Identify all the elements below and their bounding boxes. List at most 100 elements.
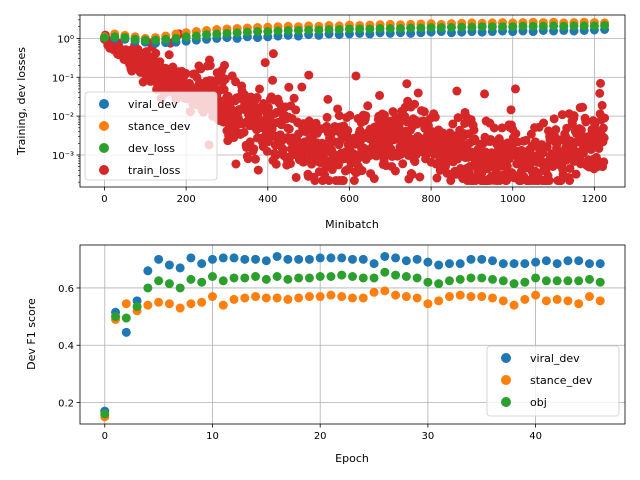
viral-dev-f1-point — [369, 259, 379, 269]
dev-loss-point — [436, 23, 446, 33]
stance-dev-f1-point — [143, 300, 153, 310]
obj-f1-point — [455, 274, 465, 284]
train-loss-point — [205, 61, 215, 71]
stance-dev-f1-point — [283, 294, 293, 304]
obj-f1-point — [283, 274, 293, 284]
train-loss-point — [291, 105, 301, 115]
obj-f1-point — [100, 409, 110, 419]
viral-dev-f1-point — [574, 256, 584, 266]
stance-dev-f1-point — [207, 292, 217, 302]
train-loss-point — [453, 113, 463, 123]
train-loss-point — [231, 159, 241, 169]
train-loss-point — [600, 113, 610, 123]
top-chart-xlabel: Minibatch — [325, 218, 379, 231]
dev-loss-point — [487, 22, 497, 32]
viral-dev-f1-point — [121, 327, 131, 337]
viral-dev-f1-point — [391, 253, 401, 263]
stance-dev-f1-point — [240, 293, 250, 303]
obj-f1-point — [434, 279, 444, 289]
bottom-ytick-label: 0.6 — [58, 284, 74, 295]
train-loss-point — [407, 169, 417, 179]
top-chart-ticks: 0 200 400 600 800 1000 1200 10⁻³ 10⁻² 10⁻¹ 10⁰ — [52, 14, 607, 205]
obj-f1-point — [229, 273, 239, 283]
viral-dev-f1-point — [348, 254, 357, 264]
obj-f1-point — [444, 276, 454, 286]
stance-dev-f1-point — [369, 287, 379, 297]
stance-dev-f1-point — [574, 299, 584, 309]
obj-f1-point — [154, 276, 164, 286]
viral-dev-f1-point — [401, 256, 411, 266]
obj-f1-point — [380, 267, 390, 277]
bottom-ytick-label: 0.4 — [58, 341, 74, 352]
train-loss-point — [324, 176, 334, 186]
legend-label-obj: obj — [530, 396, 547, 409]
top-xtick-label: 1200 — [582, 194, 607, 205]
dev-loss-point — [549, 21, 559, 31]
dev-loss-point — [528, 21, 538, 31]
train-loss-point — [297, 82, 307, 92]
stance-dev-f1-point — [455, 290, 465, 300]
dev-loss-point — [140, 35, 150, 45]
train-loss-point — [578, 102, 588, 112]
train-loss-point — [539, 118, 549, 128]
top-ytick-label: 10⁻² — [52, 112, 74, 123]
train-loss-point — [402, 79, 412, 89]
stance-dev-f1-point — [434, 296, 444, 306]
train-loss-point — [219, 85, 229, 95]
bottom-xtick-label: 40 — [529, 431, 542, 442]
top-chart-legend-box — [84, 91, 218, 181]
stance-dev-f1-point — [595, 296, 605, 306]
train-loss-point — [284, 82, 294, 92]
train-loss-point — [245, 137, 255, 147]
obj-f1-point — [358, 273, 368, 283]
obj-f1-point — [197, 277, 207, 287]
train-loss-point — [469, 125, 479, 135]
stance-dev-f1-point — [488, 293, 498, 303]
stance-dev-f1-point — [541, 296, 551, 306]
obj-f1-point — [251, 272, 261, 281]
dev-loss-point — [181, 32, 191, 42]
train-loss-point — [486, 134, 496, 144]
dev-loss-point — [395, 23, 405, 33]
stance-dev-f1-point — [229, 294, 239, 304]
train-loss-point — [375, 90, 385, 100]
stance-dev-f1-point — [520, 294, 530, 304]
train-loss-point — [581, 117, 591, 127]
obj-f1-point — [294, 273, 304, 283]
stance-dev-f1-point — [423, 299, 433, 309]
bottom-chart: 0 10 20 30 40 0.2 0.4 0.6 Epoch Dev F1 score vi… — [25, 244, 626, 465]
stance-dev-f1-point — [251, 292, 261, 302]
viral-dev-f1-point — [444, 259, 454, 269]
viral-dev-f1-point — [207, 254, 217, 264]
train-loss-point — [413, 88, 423, 98]
legend-marker-stance-dev-2 — [501, 375, 511, 385]
top-xtick-label: 600 — [340, 194, 359, 205]
train-loss-point — [489, 123, 499, 133]
dev-loss-point — [375, 23, 385, 33]
dev-loss-point — [477, 22, 487, 32]
viral-dev-f1-point — [477, 254, 487, 264]
train-loss-point — [361, 111, 371, 121]
train-loss-point — [511, 129, 521, 139]
train-loss-point — [542, 142, 552, 152]
obj-f1-point — [272, 272, 282, 281]
bottom-chart-ticks: 0 10 20 30 40 0.2 0.4 0.6 — [58, 284, 542, 442]
stance-dev-f1-point — [218, 300, 228, 310]
obj-f1-point — [326, 272, 336, 281]
bottom-chart-legend: viral_dev stance_dev obj — [486, 345, 620, 417]
bottom-xtick-label: 0 — [102, 431, 108, 442]
viral-dev-f1-point — [337, 253, 347, 263]
viral-dev-f1-point — [154, 254, 164, 264]
dev-loss-point — [283, 25, 293, 35]
stance-dev-f1-point — [401, 292, 411, 302]
dev-loss-point — [99, 33, 109, 43]
train-loss-point — [551, 125, 561, 135]
obj-f1-point — [111, 312, 121, 322]
bottom-chart-points — [100, 251, 605, 422]
dev-loss-point — [161, 34, 171, 44]
train-loss-point — [220, 60, 230, 70]
stance-dev-f1-point — [498, 296, 508, 306]
train-loss-point — [419, 107, 429, 117]
viral-dev-f1-point — [186, 253, 196, 263]
stance-dev-f1-point — [380, 286, 390, 296]
